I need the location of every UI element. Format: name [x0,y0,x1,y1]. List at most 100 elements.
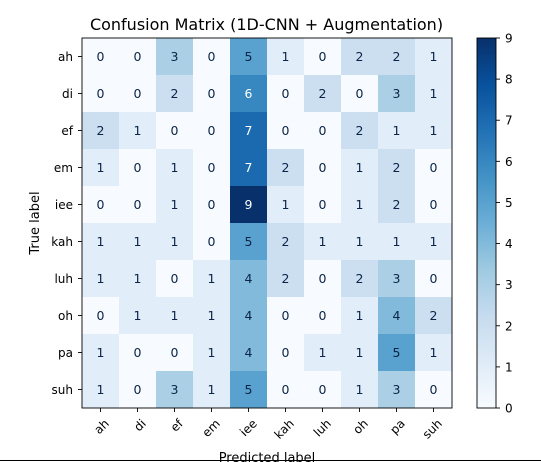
heatmap-cell-pa-oh [341,334,379,372]
cell-value-label: 7 [245,123,253,138]
cell-value-label: 0 [97,86,105,101]
heatmap-cell-suh-em [193,371,231,409]
heatmap-cell-ef-ah [82,112,120,150]
heatmap-cell-oh-luh [304,297,342,335]
heatmap-cell-oh-oh [341,297,379,335]
heatmap-cell-suh-pa [378,371,416,409]
heatmap-cell-pa-di [119,334,157,372]
cell-value-label: 1 [97,160,105,175]
heatmap-cell-ah-luh [304,38,342,76]
cell-value-label: 1 [356,197,364,212]
cell-value-label: 1 [319,234,327,249]
cell-value-label: 0 [319,49,327,64]
colorbar-tick-label: 4 [505,237,513,251]
y-tick-label-oh: oh [58,309,73,323]
colorbar-tick-label: 2 [505,319,513,333]
heatmap-cell-suh-kah [267,371,305,409]
cell-value-label: 0 [319,123,327,138]
cell-value-label: 0 [134,345,142,360]
heatmap-cell-kah-luh [304,223,342,261]
cell-value-label: 1 [208,382,216,397]
heatmap-cell-suh-suh [415,371,453,409]
cell-value-label: 6 [245,86,253,101]
heatmap-cell-em-di [119,149,157,187]
heatmap-cell-ah-ah [82,38,120,76]
heatmap-cell-pa-suh [415,334,453,372]
cell-value-label: 2 [97,123,105,138]
x-tick-label-kah: kah [272,416,297,441]
heatmap-cell-pa-ah [82,334,120,372]
cell-value-label: 0 [319,382,327,397]
heatmap-cell-oh-ef [156,297,194,335]
cell-value-label: 1 [319,345,327,360]
x-tick-label-di: di [131,416,149,434]
cell-value-label: 2 [171,86,179,101]
cell-value-label: 0 [282,345,290,360]
heatmap-cell-suh-di [119,371,157,409]
y-tick-label-suh: suh [52,383,73,397]
heatmap-cell-em-luh [304,149,342,187]
heatmap-cell-oh-kah [267,297,305,335]
cell-value-label: 3 [393,382,401,397]
cell-value-label: 0 [97,197,105,212]
cell-value-label: 0 [356,86,364,101]
colorbar-ticks: 0 1 2 3 4 5 6 7 8 9 [496,32,513,416]
cell-value-label: 5 [245,49,253,64]
x-tick-label-ef: ef [168,416,187,435]
cell-value-label: 2 [282,234,290,249]
heatmap-cell-oh-pa [378,297,416,335]
heatmap-cell-kah-em [193,223,231,261]
cell-value-label: 1 [171,234,179,249]
heatmap-cell-di-pa [378,75,416,113]
chart-title: Confusion Matrix (1D-CNN + Augmentation) [90,15,443,34]
cell-value-label: 1 [356,160,364,175]
cell-value-label: 2 [356,123,364,138]
x-tick-label-suh: suh [420,416,445,441]
x-tick-label-luh: luh [311,416,334,439]
cell-value-label: 1 [171,197,179,212]
cell-value-label: 1 [356,234,364,249]
heatmap-cell-luh-pa [378,260,416,298]
cell-value-label: 0 [430,382,438,397]
heatmap-cell-pa-em [193,334,231,372]
heatmap-cell-iee-em [193,186,231,224]
cell-value-label: 0 [430,197,438,212]
cell-value-label: 1 [356,308,364,323]
heatmap-cell-suh-ef [156,371,194,409]
cell-value-label: 1 [97,234,105,249]
colorbar-tick-label: 8 [505,73,513,87]
cell-value-label: 3 [393,86,401,101]
cell-value-label: 5 [245,382,253,397]
heatmap-cell-di-iee [230,75,268,113]
heatmap-cell-pa-ef [156,334,194,372]
heatmap-cell-ah-ef [156,38,194,76]
cell-value-label: 4 [245,271,253,286]
cell-value-label: 3 [171,382,179,397]
heatmap-cell-di-suh [415,75,453,113]
cell-value-label: 0 [208,234,216,249]
x-tick-label-pa: pa [387,416,407,436]
y-tick-label-ef: ef [61,124,73,138]
colorbar-tick-label: 6 [505,155,513,169]
colorbar-tick-label: 0 [505,402,513,416]
heatmap-cell-kah-ef [156,223,194,261]
cell-value-label: 2 [356,271,364,286]
heatmap-cell-ah-oh [341,38,379,76]
axes-frame [81,37,453,409]
heatmap-cell-iee-ah [82,186,120,224]
heatmap-cell-ah-iee [230,38,268,76]
heatmap-cell-ef-em [193,112,231,150]
cell-value-label: 0 [208,49,216,64]
heatmap-cell-luh-iee [230,260,268,298]
cell-value-label: 0 [282,86,290,101]
cell-value-label: 0 [134,49,142,64]
cell-value-label: 0 [134,197,142,212]
cell-value-label: 1 [208,271,216,286]
heatmap-cell-ef-ef [156,112,194,150]
heatmap-cell-iee-ef [156,186,194,224]
cell-value-label: 0 [134,86,142,101]
y-axis-label: True label [28,191,43,255]
heatmap-cell-kah-iee [230,223,268,261]
x-tick-label-ah: ah [91,416,111,436]
